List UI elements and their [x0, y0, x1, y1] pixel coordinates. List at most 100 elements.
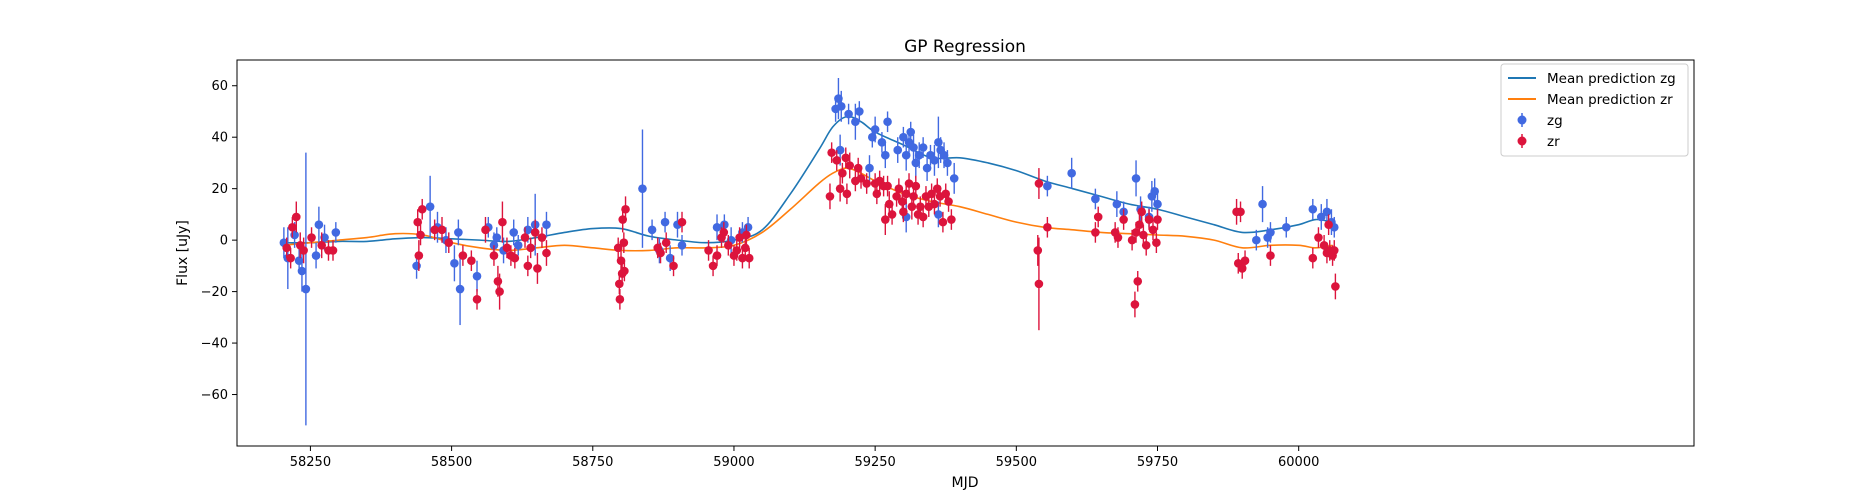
zg-data-point	[712, 222, 722, 232]
zr-data-point	[656, 248, 665, 258]
zr-data-point	[1130, 300, 1140, 309]
zr-data-point	[1034, 179, 1044, 188]
chart-title: GP Regression	[904, 37, 1026, 57]
y-tick-label: 20	[211, 182, 228, 197]
zg-data-point	[677, 240, 687, 250]
zr-data-point	[894, 184, 904, 193]
zr-data-point	[944, 197, 953, 206]
legend-swatch-zr-marker	[1517, 136, 1527, 146]
zg-data-point	[911, 158, 921, 168]
zr-data-point	[533, 264, 542, 273]
zr-data-point	[724, 240, 733, 250]
zg-data-point	[1258, 199, 1267, 209]
legend-label-zr: zr	[1547, 134, 1560, 150]
zg-data-point	[542, 220, 551, 229]
zr-data-point	[744, 253, 754, 263]
zr-data-point	[1127, 235, 1137, 245]
zg-data-point	[934, 138, 943, 147]
y-tick-label: 60	[211, 79, 228, 94]
zr-data-point	[414, 251, 424, 260]
zg-data-point	[914, 150, 924, 160]
zr-data-point	[430, 225, 439, 235]
zr-data-point	[307, 233, 316, 242]
zr-data-point	[1133, 277, 1143, 286]
zg-data-point	[922, 163, 932, 173]
zr-data-point	[416, 230, 425, 240]
zg-data-point	[743, 222, 753, 232]
axes-frame	[236, 59, 1695, 447]
zr-data-point	[842, 189, 852, 199]
zr-data-point	[620, 266, 629, 276]
zr-data-point	[1152, 238, 1161, 248]
zg-data-point	[1308, 204, 1318, 214]
zr-data-point	[1137, 207, 1146, 217]
zg-data-point	[509, 228, 519, 237]
zr-data-point	[938, 217, 948, 227]
zr-data-point	[1141, 240, 1151, 250]
zr-data-point	[735, 233, 744, 242]
zg-data-point	[638, 184, 647, 193]
zr-data-point	[317, 240, 327, 250]
zg-data-point	[901, 150, 911, 160]
zr-data-point	[838, 168, 847, 178]
zg-data-point	[314, 220, 324, 229]
zr-data-point	[907, 202, 917, 211]
zr-data-point	[458, 251, 468, 260]
zg-data-point	[412, 261, 421, 271]
zg-data-point	[1131, 174, 1141, 183]
zg-data-point	[450, 258, 459, 268]
zr-data-point	[510, 253, 520, 263]
zr-data-point	[621, 204, 630, 214]
zr-data-point	[887, 210, 897, 219]
zr-data-point	[1314, 233, 1323, 242]
zr-data-point	[704, 246, 713, 255]
zg-data-point	[909, 143, 918, 152]
zr-data-point	[288, 222, 297, 232]
zg-data-point	[331, 228, 341, 237]
zg-data-point	[939, 150, 949, 160]
zg-data-point	[647, 225, 657, 235]
y-tick-label: −60	[201, 388, 228, 403]
zg-data-point	[870, 125, 880, 134]
zg-data-point	[1112, 199, 1122, 209]
zr-data-point	[417, 204, 427, 214]
y-axis-ticks: −60 −40 −20 0 20 40 60	[201, 79, 237, 403]
zr-data-point	[1144, 215, 1154, 224]
zr-data-point	[1093, 212, 1103, 222]
zr-data-point	[1236, 207, 1245, 217]
zr-data-point	[542, 248, 551, 258]
zg-data-point	[930, 156, 939, 165]
x-tick-label: 59750	[1137, 455, 1178, 470]
zr-data-point	[495, 287, 504, 296]
x-tick-label: 58500	[431, 455, 472, 470]
zg-data-point	[844, 109, 853, 119]
zg-data-point	[660, 217, 670, 227]
zg-data-point	[906, 127, 916, 137]
zr-data-point	[616, 256, 626, 266]
zg-data-point	[851, 117, 860, 127]
x-axis-label: MJD	[952, 475, 979, 491]
zg-data-point	[943, 158, 952, 168]
zr-data-point	[856, 174, 866, 183]
zr-data-point	[1113, 233, 1123, 242]
zr-data-point	[899, 207, 908, 217]
zr-data-point	[1131, 228, 1141, 237]
zr-data-point	[669, 261, 678, 271]
zr-data-point	[1153, 215, 1162, 224]
zg-data-point	[1091, 194, 1100, 204]
zr-data-point	[1043, 222, 1052, 232]
zg-data-point	[934, 210, 943, 219]
zg-data-point	[918, 143, 928, 152]
zr-data-point	[872, 189, 882, 199]
zr-data-point	[523, 261, 533, 271]
zg-data-point	[301, 284, 311, 294]
zr-data-point	[530, 228, 540, 237]
zg-data-point	[665, 253, 675, 263]
zr-data-point	[1240, 256, 1250, 266]
legend-swatch-zg-marker	[1517, 115, 1527, 125]
zr-data-point	[615, 295, 625, 304]
zg-data-point	[297, 266, 307, 276]
zr-data-point	[883, 181, 892, 191]
zr-data-point	[328, 246, 338, 255]
zr-data-point	[825, 192, 835, 201]
